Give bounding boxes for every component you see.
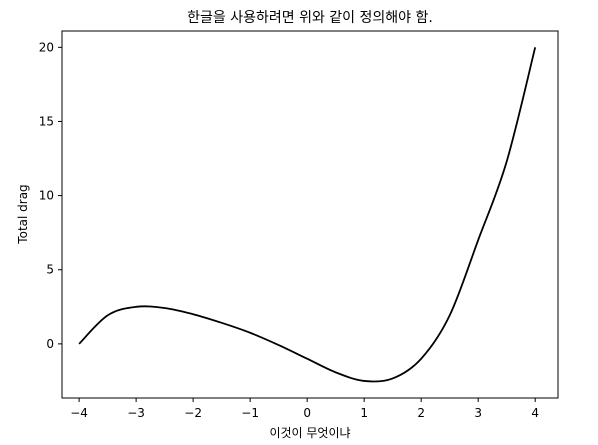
x-tick-label: −2 (184, 406, 202, 420)
series-line (78, 47, 537, 383)
y-tick-label: 5 (46, 263, 54, 277)
chart-title: 한글을 사용하려면 위와 같이 정의해야 함. (187, 10, 433, 26)
y-tick-label: 15 (39, 114, 54, 128)
x-tick-label: −1 (241, 406, 259, 420)
x-tick-label: −3 (127, 406, 145, 420)
y-tick-label: 0 (46, 337, 54, 351)
x-tick-label: 2 (417, 406, 425, 420)
x-tick-label: 4 (531, 406, 539, 420)
x-axis: −4 −3 −2 −1 0 1 2 3 4 (70, 398, 539, 420)
x-tick-label: 3 (474, 406, 482, 420)
x-tick-label: 0 (303, 406, 311, 420)
y-axis: 0 5 10 15 20 (39, 40, 62, 351)
x-tick-label: 1 (360, 406, 368, 420)
x-axis-label: 이것이 무엇이냐 (269, 426, 350, 440)
plot-frame (61, 30, 559, 399)
y-tick-label: 20 (39, 40, 54, 54)
y-tick-label: 10 (39, 189, 54, 203)
x-tick-label: −4 (70, 406, 88, 420)
y-axis-label: Total drag (16, 184, 30, 244)
